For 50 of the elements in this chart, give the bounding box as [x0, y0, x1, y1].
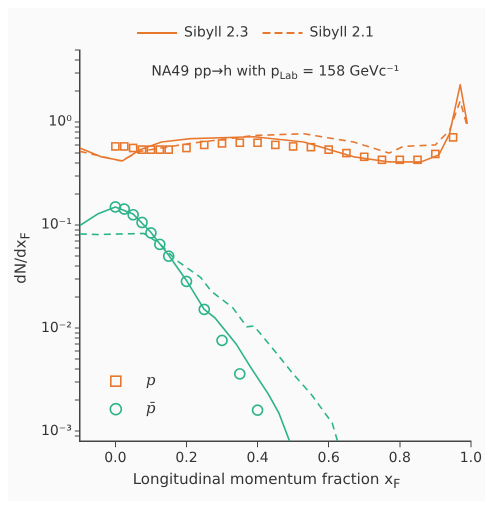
point	[252, 404, 264, 416]
point	[138, 145, 146, 154]
point	[111, 142, 120, 151]
point	[154, 238, 166, 250]
point	[288, 142, 298, 151]
point	[145, 227, 157, 239]
legend-label: Sibyll 2.3	[184, 24, 249, 41]
x-tick-label: 1.0	[460, 450, 482, 466]
point	[198, 304, 210, 316]
point	[378, 155, 386, 164]
point	[110, 201, 122, 213]
point	[120, 142, 129, 151]
point	[146, 145, 156, 154]
point	[448, 133, 458, 142]
point	[306, 142, 316, 152]
point	[324, 145, 334, 154]
point	[136, 216, 148, 228]
point	[118, 203, 130, 215]
y-tick-label: 10⁻³	[40, 422, 72, 439]
x-tick-label: 0.6	[318, 450, 340, 466]
x-tick-label: 0.8	[388, 450, 411, 466]
point	[182, 144, 191, 152]
y-tick-label: 10⁻¹	[40, 216, 72, 233]
point	[155, 145, 164, 154]
point	[127, 208, 139, 221]
x-axis-title: Longitudinal momentum fraction x$_{F}$	[132, 470, 402, 491]
point	[164, 145, 174, 154]
point	[128, 144, 138, 152]
point	[235, 138, 244, 148]
legend-label: Sibyll 2.1	[310, 24, 374, 41]
point	[271, 140, 280, 150]
y-tick-label: 10⁰	[48, 114, 72, 130]
point	[413, 155, 422, 164]
legend-label: p	[146, 371, 156, 390]
point	[234, 368, 246, 380]
x-tick-label: 0.2	[175, 450, 198, 466]
x-tick-label: 0.4	[246, 450, 269, 466]
point	[253, 138, 262, 148]
legend-label: p̄	[146, 399, 156, 418]
point	[342, 148, 351, 158]
point	[360, 152, 369, 162]
point	[395, 155, 404, 164]
point	[430, 150, 440, 158]
point	[162, 250, 174, 262]
x-tick-label: 0.0	[104, 450, 126, 466]
point	[218, 139, 226, 148]
point	[200, 140, 209, 150]
point	[180, 276, 192, 288]
point	[216, 334, 228, 346]
y-tick-label: 10⁻²	[40, 320, 72, 336]
